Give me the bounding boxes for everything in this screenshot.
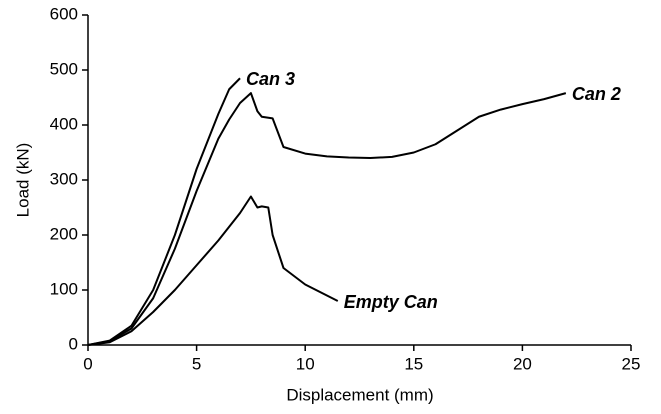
series-label: Can 2 [572,84,621,104]
y-tick-label: 0 [69,334,78,353]
series-label: Empty Can [344,292,438,312]
series-line [87,195,339,346]
x-tick-label: 15 [404,354,423,373]
x-tick-label: 10 [296,354,315,373]
x-axis-label: Displacement (mm) [286,385,433,404]
x-tick-label: 0 [83,354,92,373]
y-tick-label: 400 [50,114,78,133]
y-axis-label: Load (kN) [13,143,32,218]
series-line [87,77,241,346]
x-tick-label: 25 [622,354,641,373]
y-tick-label: 300 [50,169,78,188]
series-line [87,92,567,346]
y-tick-label: 500 [50,59,78,78]
x-tick-label: 5 [192,354,201,373]
x-tick-label: 20 [513,354,532,373]
y-tick-label: 600 [50,4,78,23]
y-tick-label: 100 [50,279,78,298]
y-tick-label: 200 [50,224,78,243]
series-label: Can 3 [246,69,295,89]
